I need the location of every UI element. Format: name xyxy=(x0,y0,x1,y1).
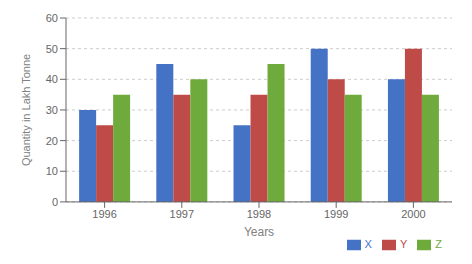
html-text:Y: Y xyxy=(399,237,408,250)
svg-text:50: 50 xyxy=(46,43,58,55)
svg-text:Years: Years xyxy=(244,225,274,239)
svg-text:20: 20 xyxy=(46,135,58,147)
svg-text:Quantity in Lakh Tonne: Quantity in Lakh Tonne xyxy=(20,54,32,166)
svg-text:1999: 1999 xyxy=(324,208,348,220)
svg-text:60: 60 xyxy=(46,12,58,24)
svg-text:2000: 2000 xyxy=(401,208,425,220)
svg-text:1998: 1998 xyxy=(247,208,271,220)
html-text:Z: Z xyxy=(435,237,442,250)
svg-text:40: 40 xyxy=(46,73,58,85)
svg-text:0: 0 xyxy=(52,196,58,208)
svg-text:1996: 1996 xyxy=(92,208,116,220)
svg-text:1997: 1997 xyxy=(170,208,194,220)
svg-text:30: 30 xyxy=(46,104,58,116)
html-text:X: X xyxy=(364,237,372,250)
svg-text:10: 10 xyxy=(46,165,58,177)
